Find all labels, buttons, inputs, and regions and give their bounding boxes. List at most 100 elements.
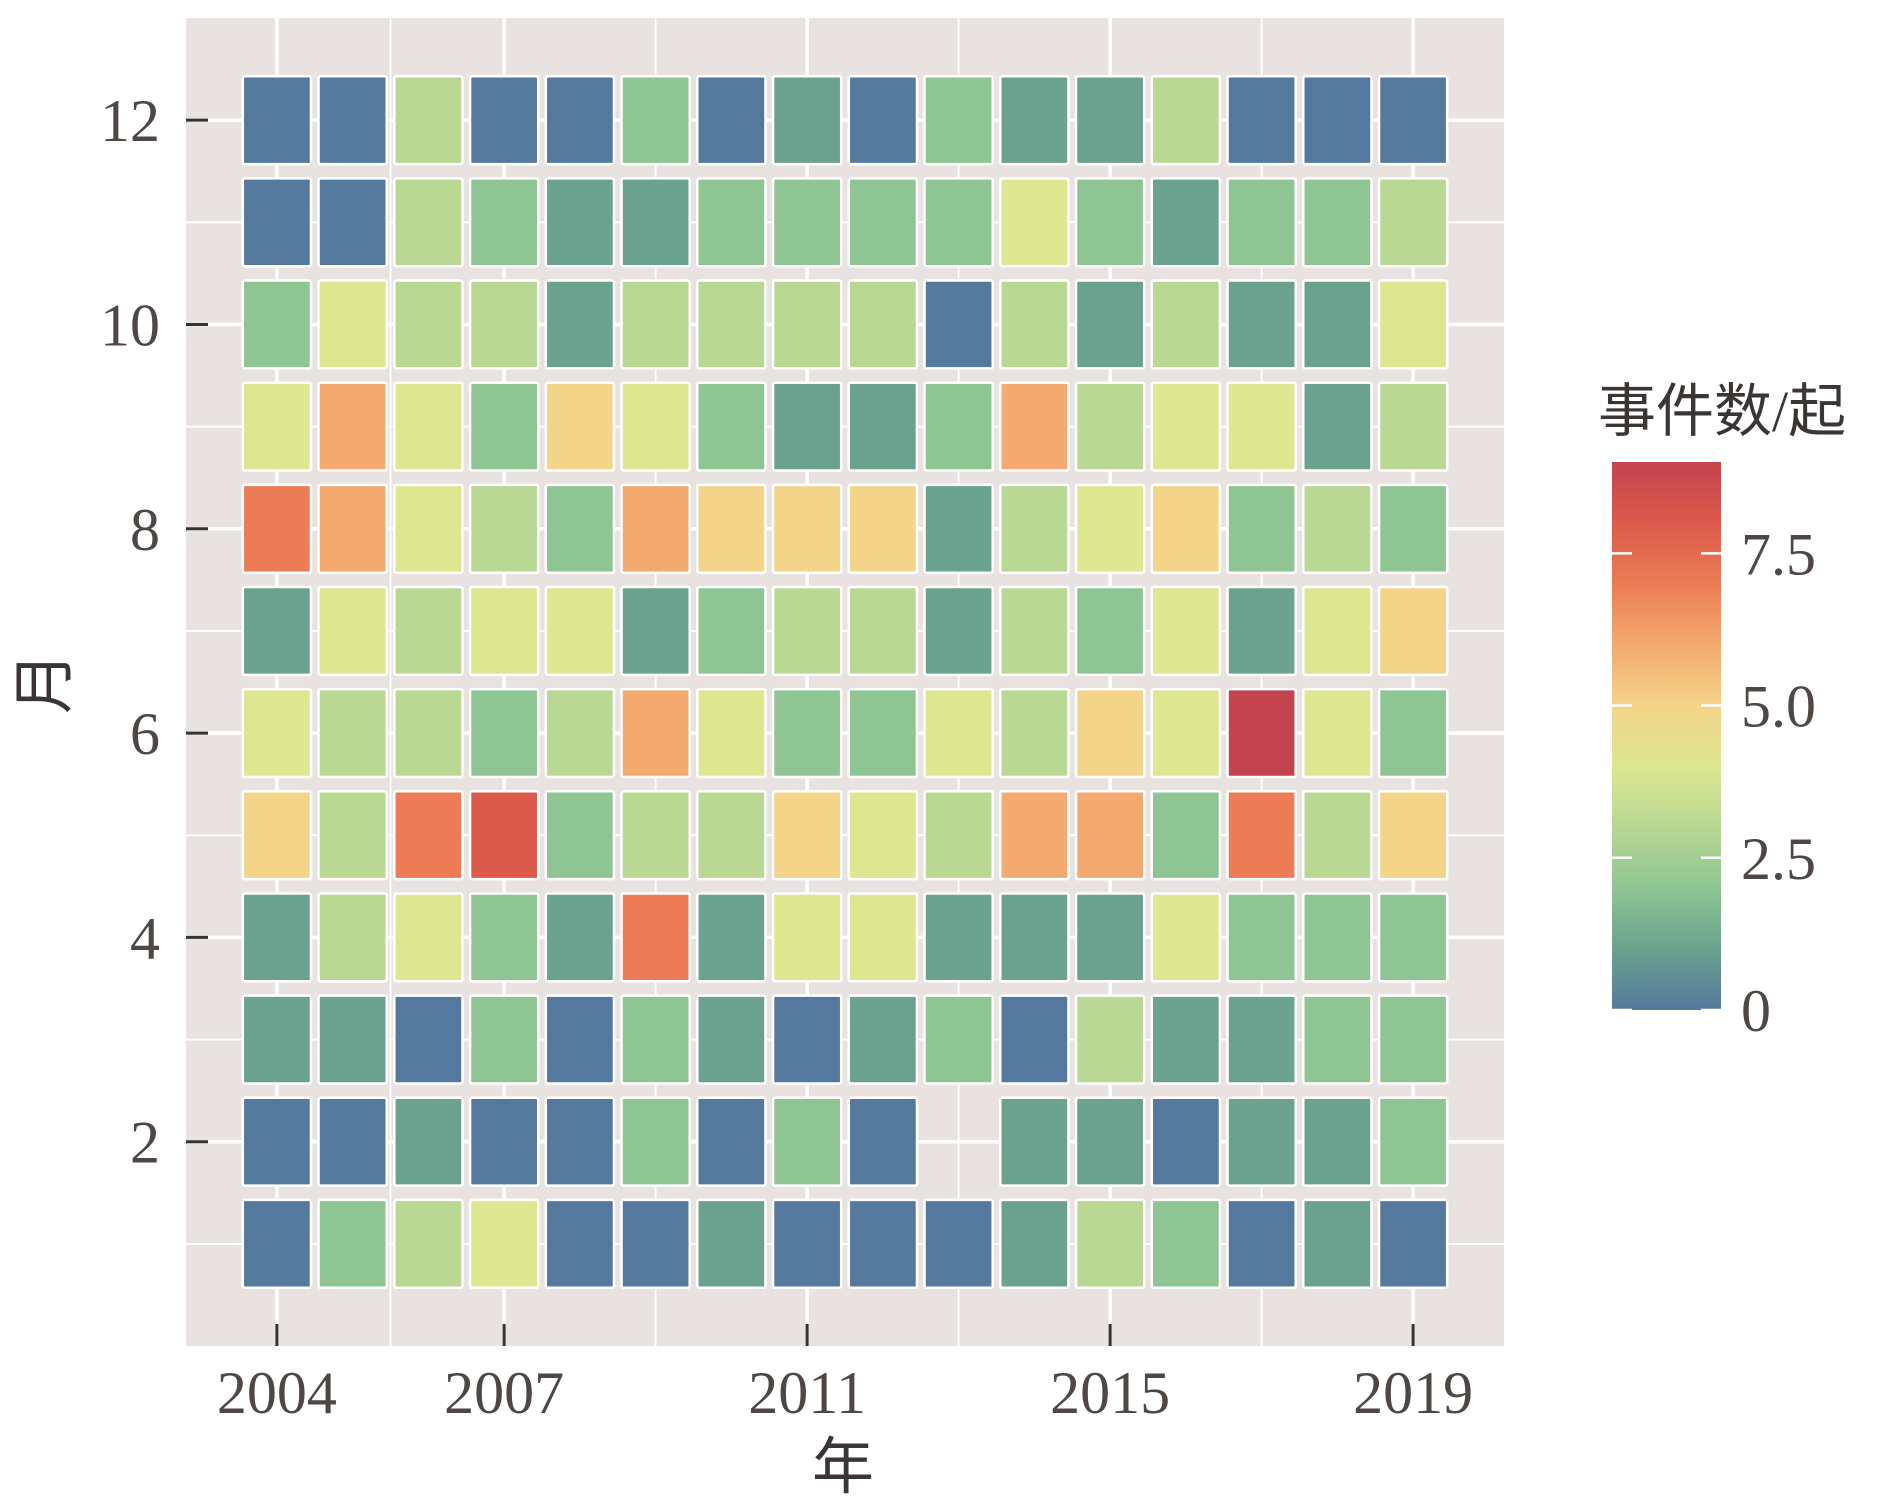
heatmap-tile [1377,483,1449,574]
heatmap-tile [923,74,994,166]
heatmap-tile [468,1198,540,1290]
heatmap-tile [923,177,994,268]
legend-tick-label: 0 [1741,978,1771,1044]
heatmap-tile [771,1198,843,1290]
heatmap-tile [1226,585,1297,677]
heatmap-tile [544,994,616,1085]
heatmap-tile [241,585,313,677]
x-tick-label: 2015 [1050,1360,1170,1426]
heatmap-tile [999,1096,1070,1187]
heatmap-tile [1074,1096,1146,1187]
heatmap-tile [241,177,313,268]
heatmap-tile [1150,790,1222,881]
heatmap-tile [1226,1198,1297,1290]
heatmap-tile [393,687,464,779]
heatmap-tile [1150,1096,1222,1187]
heatmap-tile [771,585,843,677]
heatmap-tile [923,687,994,779]
legend-tick-label: 7.5 [1741,521,1816,587]
heatmap-tile [696,177,767,268]
heatmap-tile [1302,585,1373,677]
heatmap-tile [771,177,843,268]
heatmap-tile [1302,687,1373,779]
heatmap-tile [999,381,1070,472]
heatmap-tile [696,892,767,983]
axes: 2004 2007 2011 2015 2019 2 4 6 8 10 12 [100,88,1473,1426]
heatmap-tile [317,279,388,370]
heatmap-tile [999,74,1070,166]
heatmap-tile [544,790,616,881]
heatmap-tile [468,1096,540,1187]
heatmap-tile [847,892,919,983]
heatmap-tile [999,279,1070,370]
heatmap-tile [847,279,919,370]
heatmap-tile [241,279,313,370]
heatmap-tile [1302,1096,1373,1187]
heatmap-tile [393,892,464,983]
heatmap-tile [1226,381,1297,472]
heatmap-tile [468,892,540,983]
heatmap-tile [696,994,767,1085]
heatmap-tile [999,790,1070,881]
heatmap-tile [1226,994,1297,1085]
heatmap-tile [1302,790,1373,881]
heatmap-tile [1226,177,1297,268]
heatmap-tile [468,381,540,472]
legend-ticks: 0 2.5 5.0 7.5 [1612,521,1816,1044]
heatmap-tile [468,177,540,268]
heatmap-tile [1226,892,1297,983]
y-axis-title: 月 [12,652,80,714]
heatmap-tile [241,74,313,166]
heatmap-tile [999,177,1070,268]
heatmap-tile [1377,177,1449,268]
heatmap-tile [544,1198,616,1290]
heatmap-tile [1150,585,1222,677]
heatmap-tile [620,74,691,166]
heatmap-tile [696,1198,767,1290]
heatmap-tile [1074,994,1146,1085]
heatmap-tile [1377,1198,1449,1290]
heatmap-tile [847,687,919,779]
x-tick-label: 2007 [444,1360,564,1426]
legend-tick-label: 2.5 [1741,826,1816,892]
heatmap-tile [696,74,767,166]
heatmap-tile [1150,483,1222,574]
heatmap-tile [1074,74,1146,166]
heatmap-tile [696,687,767,779]
heatmap-tile [317,177,388,268]
heatmap-tile [393,177,464,268]
heatmap-tile [923,483,994,574]
heatmap-tile [544,892,616,983]
heatmap-tile [1074,483,1146,574]
heatmap-tile [620,585,691,677]
heatmap-tile [771,483,843,574]
heatmap-tile [1377,994,1449,1085]
heatmap-tile [696,483,767,574]
heatmap-tile [1302,483,1373,574]
heatmap-tile [771,687,843,779]
heatmap-tile [620,1096,691,1187]
heatmap-tile [1150,687,1222,779]
heatmap-tile [241,994,313,1085]
heatmap-tile [1302,279,1373,370]
heatmap-tile [620,790,691,881]
heatmap-tile [1377,687,1449,779]
heatmap-tile [999,994,1070,1085]
heatmap-tile [393,1198,464,1290]
heatmap-tile [620,177,691,268]
heatmap-tile [847,74,919,166]
heatmap-tile [544,1096,616,1187]
legend-title: 事件数/起 [1598,379,1846,444]
heatmap-tile [544,585,616,677]
heatmap-tile [620,279,691,370]
heatmap-tile [1302,177,1373,268]
heatmap-tile [620,994,691,1085]
heatmap-tile [317,381,388,472]
heatmap-tile [847,483,919,574]
heatmap-tile [393,994,464,1085]
heatmap-tile [317,892,388,983]
heatmap-tile [847,177,919,268]
heatmap-tile [1074,790,1146,881]
heatmap-tile [847,1096,919,1187]
